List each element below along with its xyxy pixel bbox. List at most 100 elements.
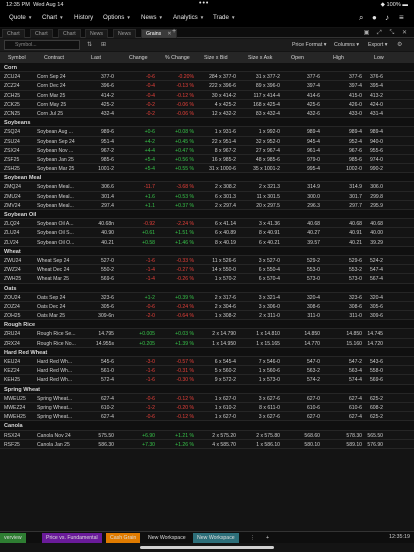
group-header-row[interactable]: Hard Red Wheat xyxy=(0,347,414,357)
table-row[interactable]: ZRX24 Rough Rice No... 14.955s +0.205 +1.39 … xyxy=(0,339,414,348)
tab-grains[interactable]: Grains ✕ xyxy=(141,29,177,38)
workspace-tab-overview[interactable]: verview xyxy=(0,533,26,543)
table-row[interactable]: ZWZ24 Wheat Dec 24 550-2 -1-4 -0.27 % 14 x 55… xyxy=(0,265,414,275)
table-row[interactable]: KEU24 Hard Red Wh... 545-6 -3-0 -0.57 % 6 x 5… xyxy=(0,357,414,367)
col-header-pct-change[interactable]: % Change xyxy=(165,55,190,61)
table-row[interactable]: ZCU24 Corn Sep 24 377-0 -0-6 -0.20% 284 x 377… xyxy=(0,72,414,82)
tab-chart-2[interactable]: Chart xyxy=(30,29,53,38)
group-header-row[interactable]: Wheat xyxy=(0,246,414,256)
workspace-tab-new-1[interactable]: New Workspace xyxy=(144,533,190,543)
table-row[interactable]: MWEH25 Spring Wheat... 627-4 -0-6 -0.12 % 1 x… xyxy=(0,412,414,422)
col-header-symbol[interactable]: Symbol xyxy=(8,55,26,61)
tab-news-2[interactable]: News xyxy=(113,29,136,38)
search-icon[interactable]: ⌕ xyxy=(359,13,364,22)
menu-options[interactable]: Options ▼ xyxy=(103,14,131,21)
table-row[interactable]: ZOH25 Oats Mar 25 309-6n -2-0 -0.64 % 1 x 308… xyxy=(0,311,414,321)
cell-open: 432-6 xyxy=(306,110,320,117)
table-row[interactable]: ZSU24 Soybean Sep 24 951-4 +4-2 +0.45 % 22 x … xyxy=(0,137,414,146)
add-workspace-icon[interactable]: + xyxy=(266,535,270,541)
cell-contract: Soybean Sep 24 xyxy=(37,138,75,145)
cell-last: 309-6n xyxy=(98,313,114,320)
col-header-last[interactable]: Last xyxy=(91,55,102,61)
cell-symbol: RSX24 xyxy=(4,432,21,439)
table-row[interactable]: ZSH25 Soybean Mar 25 1001-2 +5-4 +0.55 % 31 x… xyxy=(0,164,414,174)
col-header-open[interactable]: Open xyxy=(291,55,304,61)
workspace-tab-cash-grain[interactable]: Cash Grain xyxy=(106,533,141,543)
menu-news[interactable]: News ▼ xyxy=(141,14,163,21)
menu-trade[interactable]: Trade ▼ xyxy=(213,14,236,21)
gear-icon[interactable]: ⚙ xyxy=(397,42,403,48)
table-row[interactable]: ZCN25 Corn Jul 25 432-4 -0-2 -0.06 % 12 x 432… xyxy=(0,109,414,119)
col-header-size-ask[interactable]: Size x Ask xyxy=(248,55,273,61)
col-header-low[interactable]: Low xyxy=(374,55,384,61)
col-header-size-bid[interactable]: Size x Bid xyxy=(204,55,228,61)
cell-size-bid: 1 x 627-0 xyxy=(214,414,236,421)
table-row[interactable]: ZMU24 Soybean Meal... 301.4 +1.6 +0.53 % 6 x … xyxy=(0,192,414,201)
table-row[interactable]: ZCH25 Corn Mar 25 414-2 -0-4 -0.12 % 30 x 414… xyxy=(0,91,414,100)
grid-settings-icon[interactable]: ⊞ xyxy=(101,42,107,48)
chevron-down-icon: ▼ xyxy=(230,15,236,20)
workspace-tab-price-vs-fundamental[interactable]: Price vs. Fundamental xyxy=(42,533,102,543)
group-header-row[interactable]: Rough Rice xyxy=(0,320,414,330)
group-header-row[interactable]: Soybeans xyxy=(0,118,414,128)
group-header-row[interactable]: Soybean Oil xyxy=(0,210,414,220)
menu-quote[interactable]: Quote ▼ xyxy=(9,14,33,21)
cell-last: 40.90 xyxy=(101,230,114,237)
group-header-row[interactable]: Spring Wheat xyxy=(0,384,414,394)
table-row[interactable]: ZSX24 Soybean Nov ... 967-2 +4-4 +0.47 % 8 x … xyxy=(0,146,414,155)
table-row[interactable]: ZMV24 Soybean Meal... 297.4 +1.1 +0.37 % 2 x … xyxy=(0,201,414,210)
cell-open: 627-0 xyxy=(306,395,320,402)
group-name: Corn xyxy=(4,65,18,71)
sort-icon[interactable]: ⇅ xyxy=(87,42,93,48)
col-header-contract[interactable]: Contract xyxy=(44,55,65,61)
table-row[interactable]: KEZ24 Hard Red Wh... 561-0 -1-6 -0.31 % 5 x 5… xyxy=(0,366,414,376)
add-tab-icon[interactable]: + xyxy=(172,28,177,35)
home-indicator[interactable] xyxy=(140,546,274,549)
price-format-dropdown[interactable]: Price Format ▾ xyxy=(292,42,327,48)
workspace-scroll-icon[interactable]: ⋮ xyxy=(250,535,256,541)
multitask-dots[interactable]: ••• xyxy=(199,0,210,7)
menu-analytics[interactable]: Analytics ▼ xyxy=(173,14,205,21)
hamburger-menu-icon[interactable]: ≡ xyxy=(399,13,404,22)
symbol-search-input[interactable]: Symbol... xyxy=(4,40,80,50)
tab-chart-3[interactable]: Chart xyxy=(58,29,81,38)
table-row[interactable]: KEH25 Hard Red Wh... 572-4 -1-6 -0.30 % 9 x 5… xyxy=(0,375,414,385)
export-dropdown[interactable]: Export ▾ xyxy=(368,42,388,48)
table-row[interactable]: ZLV24 Soybean Oil O... 40.21 +0.58 +1.46 % 8 … xyxy=(0,238,414,247)
group-header-row[interactable]: Corn xyxy=(0,63,414,73)
table-row[interactable]: ZOU24 Oats Sep 24 323-6 +1-2 +0.39 % 2 x 317-… xyxy=(0,293,414,302)
group-header-row[interactable]: Soybean Meal xyxy=(0,173,414,183)
workspace-tab-new-2[interactable]: New Workspace xyxy=(193,533,239,543)
table-row[interactable]: ZCZ24 Corn Dec 24 396-6 -0-4 -0.13 % 222 x 39… xyxy=(0,81,414,91)
col-header-change[interactable]: Change xyxy=(129,55,148,61)
group-name: Spring Wheat xyxy=(4,386,41,393)
user-icon[interactable]: ● xyxy=(372,13,377,22)
table-row[interactable]: MWEU25 Spring Wheat... 627-4 -0-6 -0.12 % 1 x… xyxy=(0,394,414,403)
table-row[interactable]: ZSF25 Soybean Jan 25 985-6 +5-4 +0.56 % 16 x … xyxy=(0,155,414,165)
menu-chart[interactable]: Chart ▼ xyxy=(42,14,64,21)
table-row[interactable]: ZSQ24 Soybean Aug ... 989-6 +0-6 +0.08 % 1 x … xyxy=(0,127,414,137)
group-header-row[interactable]: Canola xyxy=(0,421,414,431)
table-row[interactable]: ZLU24 Soybean Oil S... 40.90 +0.61 +1.51 % 6 … xyxy=(0,228,414,238)
table-row[interactable]: RSX24 Canola Nov 24 575.50 +6.90 +1.21 % 2 x … xyxy=(0,431,414,440)
table-row[interactable]: MWEZ24 Spring Wheat... 610-2 -1-2 -0.20 % 1 x… xyxy=(0,403,414,413)
table-row[interactable]: ZOZ24 Oats Dec 24 305-6 -0-6 -0.24 % 2 x 304-… xyxy=(0,302,414,312)
table-row[interactable]: ZWU24 Wheat Sep 24 527-0 -1-6 -0.33 % 11 x 52… xyxy=(0,256,414,266)
col-header-high[interactable]: High xyxy=(333,55,344,61)
cell-change: +1.6 xyxy=(144,193,155,200)
bell-icon[interactable]: ♪ xyxy=(385,13,389,22)
table-row[interactable]: RSF25 Canola Jan 25 586.30 +7.30 +1.26 % 4 x … xyxy=(0,440,414,449)
group-header-row[interactable]: Oats xyxy=(0,283,414,293)
columns-dropdown[interactable]: Columns ▾ xyxy=(334,42,360,48)
table-row[interactable]: ZLQ24 Soybean Oil A... 40.68n -0.92 -2.24 % 6… xyxy=(0,219,414,229)
window-controls[interactable]: ▣ ⤢ ⤡ ✕ xyxy=(363,30,410,36)
table-row[interactable]: ZMQ24 Soybean Meal... 306.6 -11.7 -3.68 % 2 x… xyxy=(0,182,414,192)
menu-history[interactable]: History xyxy=(74,14,94,21)
close-icon[interactable]: ✕ xyxy=(167,31,172,37)
table-row[interactable]: ZCK25 Corn May 25 425-2 -0-2 -0.06 % 4 x 425-… xyxy=(0,100,414,109)
table-row[interactable]: ZRU24 Rough Rice Se... 14.795 +0.005 +0.03 %… xyxy=(0,329,414,339)
table-row[interactable]: ZWH25 Wheat Mar 25 569-6 -1-4 -0.26 % 1 x 570… xyxy=(0,274,414,284)
cell-pct-change: +1.46 % xyxy=(175,239,194,246)
tab-news-1[interactable]: News xyxy=(85,29,108,38)
tab-chart-1[interactable]: Chart xyxy=(2,29,25,38)
